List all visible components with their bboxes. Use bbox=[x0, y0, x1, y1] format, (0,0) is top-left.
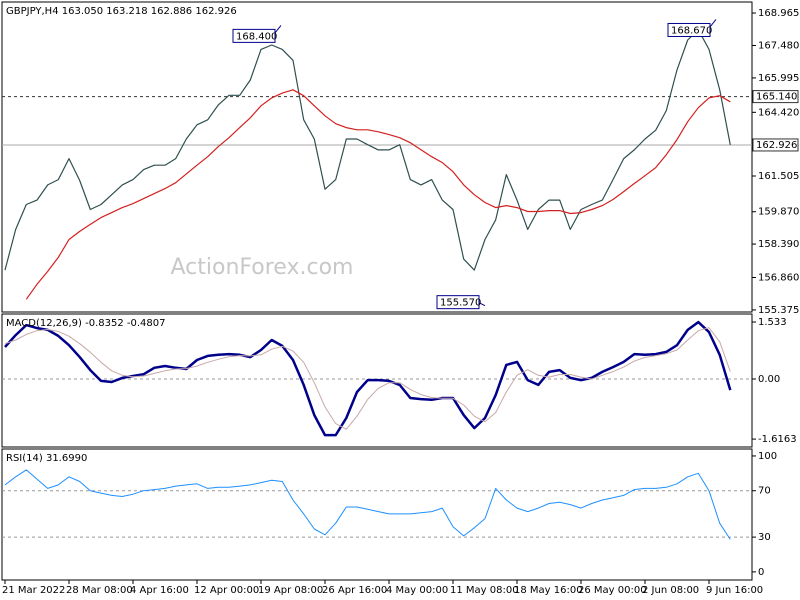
y-tick-label: 100 bbox=[758, 451, 777, 462]
annotation-label: 168.400 bbox=[236, 31, 277, 42]
watermark: ActionForex.com bbox=[171, 255, 354, 280]
y-tick-label: 165.995 bbox=[758, 73, 799, 84]
x-tick-label: 4 May 00:00 bbox=[386, 585, 448, 596]
x-tick-label: 2 Jun 08:00 bbox=[642, 585, 699, 596]
y-tick-label: 156.860 bbox=[758, 272, 799, 283]
x-tick-label: 4 Apr 16:00 bbox=[130, 585, 189, 596]
series-line bbox=[25, 89, 731, 300]
panel-title: GBPJPY,H4 163.050 163.218 162.886 162.92… bbox=[6, 6, 237, 17]
y-tick-label: 164.420 bbox=[758, 107, 799, 118]
annotation-box bbox=[232, 28, 276, 43]
y-tick-label: 1.533 bbox=[758, 317, 787, 328]
price-label-box bbox=[752, 90, 799, 104]
price-label: 162.926 bbox=[756, 140, 797, 151]
x-tick-label: 28 Mar 08:00 bbox=[66, 585, 133, 596]
y-tick-label: 158.390 bbox=[758, 239, 799, 250]
series-line bbox=[4, 327, 731, 430]
panel-frame bbox=[1, 448, 753, 581]
annotation-box bbox=[667, 22, 711, 37]
y-tick-label: 0.00 bbox=[758, 374, 780, 385]
panel-title: MACD(12,26,9) -0.8352 -0.4807 bbox=[6, 318, 166, 329]
y-tick-label: 0 bbox=[758, 567, 764, 578]
y-tick-label: 155.375 bbox=[758, 305, 799, 316]
x-tick-label: 26 May 00:00 bbox=[578, 585, 647, 596]
y-tick-label: 168.965 bbox=[758, 8, 799, 19]
price-label: 165.140 bbox=[756, 92, 797, 103]
x-tick-label: 19 Apr 08:00 bbox=[258, 585, 323, 596]
y-tick-label: 159.870 bbox=[758, 207, 799, 218]
x-tick-label: 26 Apr 16:00 bbox=[322, 585, 387, 596]
x-tick-label: 21 Mar 2022 bbox=[2, 585, 65, 596]
x-tick-label: 11 May 08:00 bbox=[450, 585, 519, 596]
panel-title: RSI(14) 31.6990 bbox=[6, 453, 87, 464]
y-tick-label: 167.480 bbox=[758, 40, 799, 51]
y-tick-label: 161.505 bbox=[758, 171, 799, 182]
panel-frame bbox=[1, 313, 753, 448]
x-tick-label: 18 May 16:00 bbox=[514, 585, 583, 596]
annotation-label: 155.570 bbox=[440, 298, 481, 309]
x-tick-label: 12 Apr 00:00 bbox=[194, 585, 259, 596]
y-tick-label: -1.6163 bbox=[758, 434, 797, 445]
panel-frame bbox=[1, 1, 753, 313]
y-tick-label: 30 bbox=[758, 532, 771, 543]
series-line bbox=[4, 469, 731, 540]
y-tick-label: 70 bbox=[758, 486, 771, 497]
annotation-label: 168.670 bbox=[671, 25, 712, 36]
series-line bbox=[4, 320, 732, 437]
price-label-box bbox=[752, 138, 799, 152]
x-tick-label: 9 Jun 16:00 bbox=[706, 585, 763, 596]
series-line bbox=[4, 29, 731, 271]
annotation-box bbox=[436, 295, 480, 310]
